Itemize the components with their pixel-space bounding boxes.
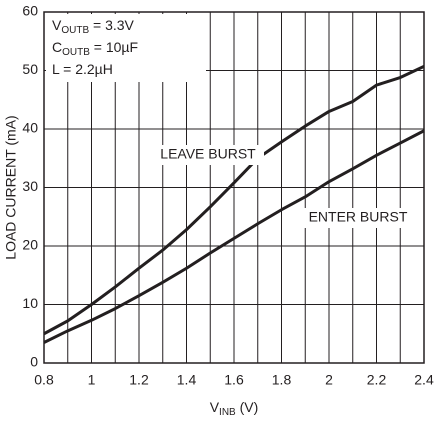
annotation-tail: = 10µF xyxy=(90,39,138,55)
x-tick-label: 1 xyxy=(88,372,96,388)
x-tick-label: 1.8 xyxy=(272,372,292,388)
x-axis-label: VINB (V) xyxy=(210,399,259,418)
y-tick-label: 30 xyxy=(22,178,38,194)
x-tick-label: 1.6 xyxy=(224,372,244,388)
annotation-bg xyxy=(46,14,206,82)
annotation-sub: OUTB xyxy=(61,25,89,36)
y-tick-label: 10 xyxy=(22,295,38,311)
annotation: COUTB = 10µF xyxy=(52,39,138,58)
series-label: LEAVE BURST xyxy=(160,146,256,162)
y-tick-label: 0 xyxy=(30,354,38,370)
annotation: VOUTB = 3.3V xyxy=(52,17,135,36)
annotation-main: L = 2.2µH xyxy=(52,61,113,77)
y-tick-label: 60 xyxy=(22,3,38,19)
data-line xyxy=(43,65,425,336)
x-axis-label-sub: INB xyxy=(219,407,236,418)
x-tick-label: 2.2 xyxy=(367,372,387,388)
y-tick-label: 40 xyxy=(22,120,38,136)
x-tick-label: 2.4 xyxy=(414,372,434,388)
annotation-tail: = 3.3V xyxy=(89,17,134,33)
series-label-bg xyxy=(152,145,264,165)
y-axis-label: LOAD CURRENT (mA) xyxy=(3,115,19,259)
x-axis-label-tail: (V) xyxy=(236,399,259,415)
x-axis-label-main: V xyxy=(210,399,220,415)
series-label-bg xyxy=(301,208,415,228)
annotation-main: V xyxy=(52,17,62,33)
x-tick-label: 1.4 xyxy=(177,372,197,388)
x-tick-label: 2 xyxy=(325,372,333,388)
series-label: ENTER BURST xyxy=(309,209,408,225)
y-tick-label: 50 xyxy=(22,61,38,77)
annotation: L = 2.2µH xyxy=(52,61,113,77)
x-tick-label: 1.2 xyxy=(129,372,149,388)
annotation-main: C xyxy=(52,39,62,55)
x-tick-label: 0.8 xyxy=(34,372,54,388)
annotation-sub: OUTB xyxy=(62,47,90,58)
y-tick-label: 20 xyxy=(22,237,38,253)
plot-frame xyxy=(43,11,425,364)
data-line xyxy=(43,129,425,344)
